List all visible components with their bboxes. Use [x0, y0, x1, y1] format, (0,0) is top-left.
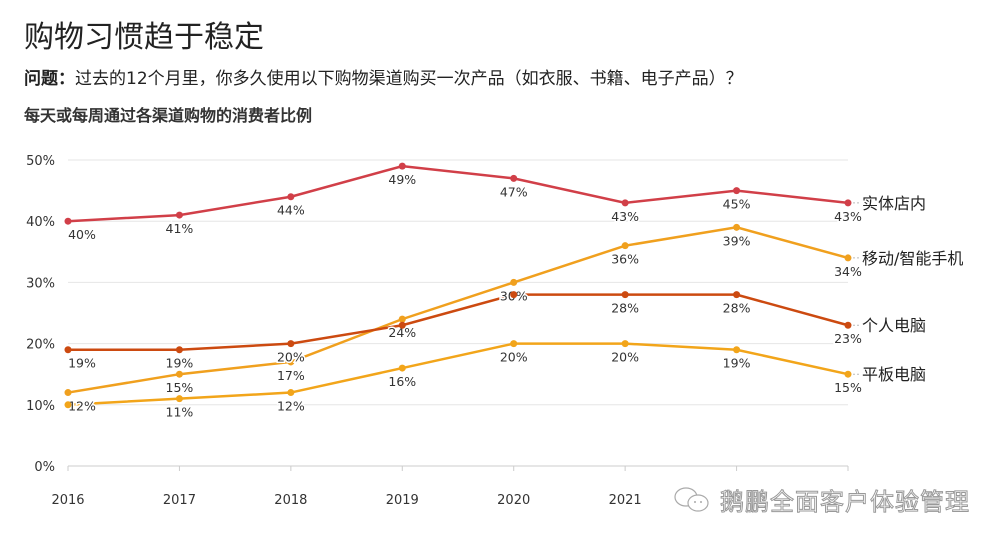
wechat-icon	[674, 486, 709, 512]
data-label: 43%	[611, 209, 639, 224]
data-point	[398, 162, 406, 170]
data-label: 11%	[166, 405, 194, 420]
series-label: 实体店内	[862, 194, 926, 213]
series-line	[67, 226, 849, 394]
data-point	[175, 346, 183, 354]
data-point	[175, 370, 183, 378]
data-point	[844, 199, 852, 207]
data-point	[621, 242, 629, 250]
series-label: 移动/智能手机	[862, 249, 963, 268]
data-label: 20%	[500, 350, 528, 365]
data-point	[733, 223, 741, 231]
data-point	[398, 321, 406, 329]
x-tick-label: 2020	[497, 493, 530, 508]
chart-title: 每天或每周通过各渠道购物的消费者比例	[24, 106, 313, 125]
data-label: 12%	[68, 399, 96, 414]
data-label: 28%	[723, 301, 751, 316]
data-point	[844, 254, 852, 262]
x-tick-label: 2018	[274, 493, 307, 508]
data-point	[510, 291, 518, 299]
data-point	[287, 340, 295, 348]
data-point	[621, 340, 629, 348]
data-point	[64, 401, 72, 409]
data-point	[287, 389, 295, 397]
y-tick-label: 10%	[26, 399, 55, 414]
data-label: 20%	[277, 350, 305, 365]
series-line	[68, 293, 849, 351]
x-tick-label: 2019	[386, 493, 419, 508]
y-tick-label: 0%	[34, 460, 55, 475]
data-label: 16%	[388, 374, 416, 389]
data-point	[733, 291, 741, 299]
data-label: 20%	[611, 350, 639, 365]
series-label: 平板电脑	[862, 365, 926, 384]
data-label: 15%	[834, 380, 862, 395]
data-label: 49%	[388, 172, 416, 187]
data-label: 41%	[166, 221, 194, 236]
data-label: 15%	[166, 380, 194, 395]
data-point	[398, 315, 406, 323]
data-point	[287, 358, 295, 366]
data-point	[733, 346, 741, 354]
y-tick-label: 20%	[26, 338, 55, 353]
data-label: 36%	[611, 252, 639, 267]
data-label: 39%	[723, 233, 751, 248]
data-label: 34%	[834, 264, 862, 279]
y-tick-label: 30%	[26, 276, 55, 291]
data-point	[510, 340, 518, 348]
series-line	[67, 342, 849, 407]
data-label: 40%	[68, 227, 96, 242]
data-point	[398, 364, 406, 372]
data-point	[64, 346, 72, 354]
data-label: 44%	[277, 203, 305, 218]
data-point	[844, 321, 852, 329]
data-label: 43%	[834, 209, 862, 224]
x-tick-label: 2021	[609, 493, 642, 508]
data-point	[64, 389, 72, 397]
data-point	[510, 174, 518, 182]
question-label: 问题：	[24, 69, 75, 89]
question-text: 过去的12个月里，你多久使用以下购物渠道购买一次产品（如衣服、书籍、电子产品）？	[75, 69, 743, 89]
series-label: 个人电脑	[862, 316, 926, 335]
data-label: 23%	[834, 331, 862, 346]
data-label: 17%	[277, 368, 305, 383]
data-label: 19%	[68, 356, 96, 371]
data-point	[175, 395, 183, 403]
y-tick-label: 40%	[26, 215, 55, 230]
data-label: 28%	[611, 301, 639, 316]
data-point	[733, 187, 741, 195]
question: 问题：过去的12个月里，你多久使用以下购物渠道购买一次产品（如衣服、书籍、电子产…	[24, 64, 743, 89]
watermark: 鹅鹏全面客户体验管理	[672, 482, 970, 517]
data-point	[175, 211, 183, 219]
data-label: 47%	[500, 184, 528, 199]
data-point	[64, 217, 72, 225]
data-point	[844, 370, 852, 378]
data-point	[287, 193, 295, 201]
data-label: 19%	[723, 356, 751, 371]
y-tick-label: 50%	[26, 154, 55, 169]
data-label: 24%	[388, 325, 416, 340]
page-title: 购物习惯趋于稳定	[24, 20, 264, 55]
data-label: 19%	[166, 356, 194, 371]
data-point	[621, 291, 629, 299]
watermark-text: 鹅鹏全面客户体验管理	[720, 488, 970, 517]
x-tick-label: 2017	[163, 493, 196, 508]
series-line	[67, 164, 849, 223]
data-point	[510, 278, 518, 286]
x-tick-label: 2016	[51, 493, 84, 508]
data-label: 45%	[723, 197, 751, 212]
data-point	[621, 199, 629, 207]
data-label: 12%	[277, 399, 305, 414]
